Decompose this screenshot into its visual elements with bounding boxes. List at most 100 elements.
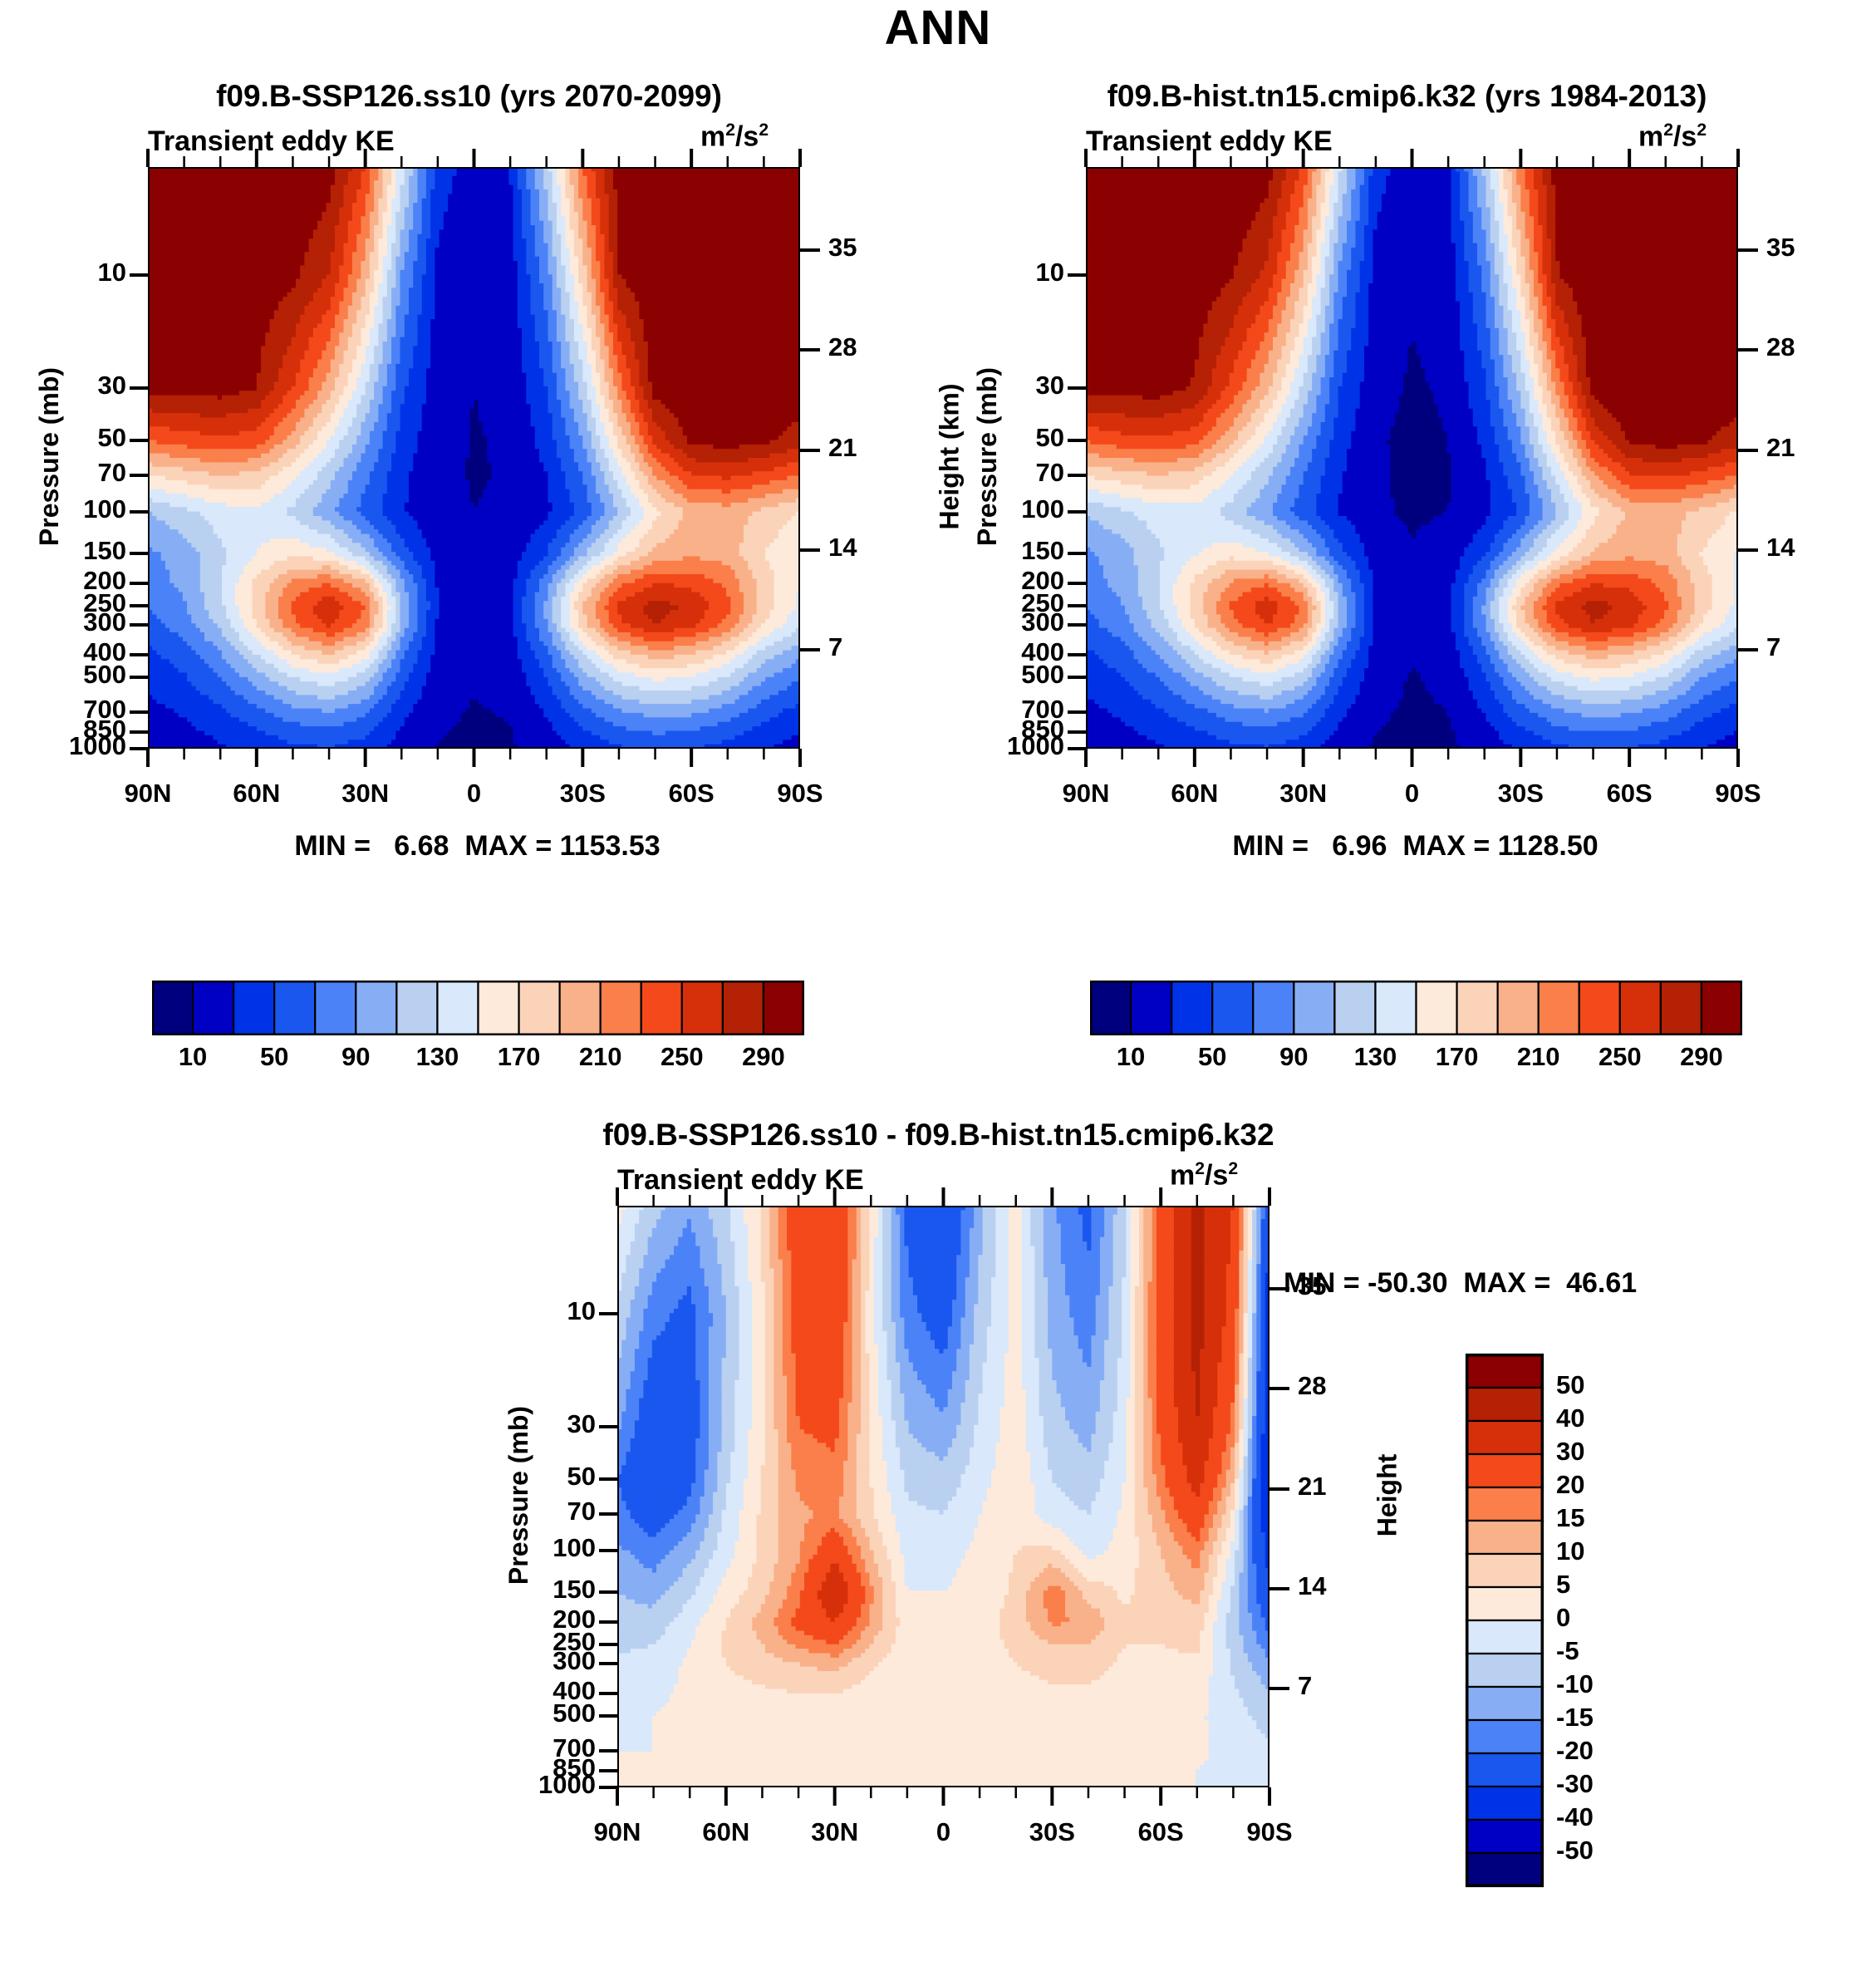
height-tick-14: 14 [1766,533,1795,563]
colorbar-diff-label-neg10: -10 [1556,1669,1594,1699]
colorbar-diff-label-neg50: -50 [1556,1836,1594,1865]
height-tick-7: 7 [1766,632,1780,662]
pressure-tick-10: 10 [567,1296,596,1326]
height-tick-7: 7 [1298,1671,1312,1701]
height-tick-28: 28 [1766,332,1795,362]
colorbar-diff: 50 40 30 20 15 10 5 0 -5 -10 -15 -20 -30 -40 -50 [1465,1353,1667,1895]
pressure-tick-70: 70 [1036,458,1064,488]
colorbar-label-130: 130 [391,1042,483,1072]
colorbar-diff-label-neg5: -5 [1556,1636,1579,1666]
panel-diff-minmax: MIN = -50.30 MAX = 46.61 [1284,1267,1832,1300]
colorbar-label-90: 90 [310,1042,401,1072]
pressure-tick-mark [130,386,148,390]
pressure-tick-1000: 1000 [69,731,126,761]
lat-tick-0: 0 [902,1817,985,1847]
height-tick-mark [1738,348,1758,352]
pressure-tick-mark [599,1512,617,1516]
colorbar-label-290: 290 [718,1042,809,1072]
panel-top-right-title: f09.B-hist.tn15.cmip6.k32 (yrs 1984-2013… [938,79,1876,114]
height-tick-mark [800,248,820,252]
panel-diff-title: f09.B-SSP126.ss10 - f09.B-hist.tn15.cmip… [469,1118,1407,1153]
height-tick-mark [1738,548,1758,552]
panel-diff-contour-plot [617,1206,1269,1787]
panel-top-right-contour-plot [1086,167,1738,749]
pressure-tick-mark [1068,509,1086,514]
height-tick-28: 28 [828,332,857,362]
height-tick-mark [1738,248,1758,252]
colorbar-label-210: 210 [555,1042,646,1072]
panel-top-left: f09.B-SSP126.ss10 (yrs 2070-2099) Transie… [0,79,964,863]
pressure-tick-700: 700 [1021,695,1064,725]
colorbar-label-10: 10 [147,1042,238,1072]
height-tick-mark [1269,1687,1289,1691]
height-tick-14: 14 [828,533,857,563]
pressure-tick-mark [599,1424,617,1428]
height-tick-mark [1738,648,1758,652]
pressure-tick-mark [1068,439,1086,443]
colorbar-diff-label-50: 50 [1556,1370,1584,1400]
colorbar-label-250: 250 [1574,1042,1666,1072]
pressure-tick-200: 200 [1021,566,1064,596]
pressure-tick-500: 500 [83,660,126,690]
lat-tick-90N: 90N [576,1817,659,1847]
pressure-tick-850: 850 [1021,715,1064,745]
pressure-tick-50: 50 [98,423,126,453]
panel-diff-units: m2/s2 [1170,1159,1238,1192]
pressure-tick-mark [130,747,148,750]
pressure-tick-mark [130,604,148,608]
height-tick-35: 35 [1766,233,1795,263]
pressure-tick-30: 30 [1036,371,1064,401]
pressure-tick-10: 10 [98,258,126,288]
pressure-tick-mark [130,439,148,443]
pressure-tick-mark [599,1620,617,1624]
colorbar-main-left: 10 50 90 130 170 210 250 290 [152,981,804,1082]
panel-diff-y2label: Height [1372,1454,1402,1537]
colorbar-label-130: 130 [1329,1042,1421,1072]
pressure-tick-mark [599,1311,617,1315]
pressure-tick-mark [1068,552,1086,556]
pressure-tick-mark [1068,581,1086,585]
height-tick-mark [800,548,820,552]
colorbar-diff-label-20: 20 [1556,1470,1584,1500]
pressure-tick-250: 250 [552,1627,596,1657]
panel-top-right-y2label: Height (km) [1873,384,1876,530]
pressure-tick-30: 30 [98,371,126,401]
pressure-tick-150: 150 [552,1575,596,1605]
lat-tick-30S: 30S [1010,1817,1093,1847]
pressure-tick-50: 50 [1036,423,1064,453]
pressure-tick-700: 700 [83,695,126,725]
lat-tick-60S: 60S [1119,1817,1202,1847]
pressure-tick-300: 300 [83,607,126,637]
pressure-tick-100: 100 [83,494,126,524]
pressure-tick-mark [1068,473,1086,477]
pressure-tick-mark [599,1548,617,1552]
pressure-tick-mark [599,1590,617,1595]
panel-top-right-ylabel: Pressure (mb) [972,367,1003,546]
pressure-tick-mark [130,552,148,556]
colorbar-label-250: 250 [636,1042,728,1072]
panel-top-right-minmax: MIN = 6.96 MAX = 1128.50 [938,830,1876,863]
pressure-tick-850: 850 [83,715,126,745]
height-tick-35: 35 [828,233,857,263]
height-tick-21: 21 [828,433,857,463]
pressure-tick-mark [1068,652,1086,656]
panel-top-right: f09.B-hist.tn15.cmip6.k32 (yrs 1984-2013… [938,79,1876,863]
pressure-tick-70: 70 [98,458,126,488]
pressure-tick-250: 250 [83,588,126,618]
pressure-tick-300: 300 [552,1646,596,1676]
pressure-tick-mark [599,1786,617,1789]
panel-top-right-field-label: Transient eddy KE [1086,125,1333,158]
pressure-tick-mark [130,273,148,277]
height-tick-7: 7 [828,632,842,662]
panel-top-left-title: f09.B-SSP126.ss10 (yrs 2070-2099) [0,79,938,114]
pressure-tick-150: 150 [1021,536,1064,566]
lat-tick-30S: 30S [1479,779,1562,809]
lat-tick-0: 0 [433,779,516,809]
pressure-tick-mark [130,730,148,734]
pressure-tick-mark [1068,730,1086,734]
pressure-tick-mark [1068,386,1086,390]
height-tick-mark [800,348,820,352]
pressure-tick-400: 400 [1021,637,1064,667]
pressure-tick-mark [599,1477,617,1482]
lat-tick-30N: 30N [793,1817,877,1847]
